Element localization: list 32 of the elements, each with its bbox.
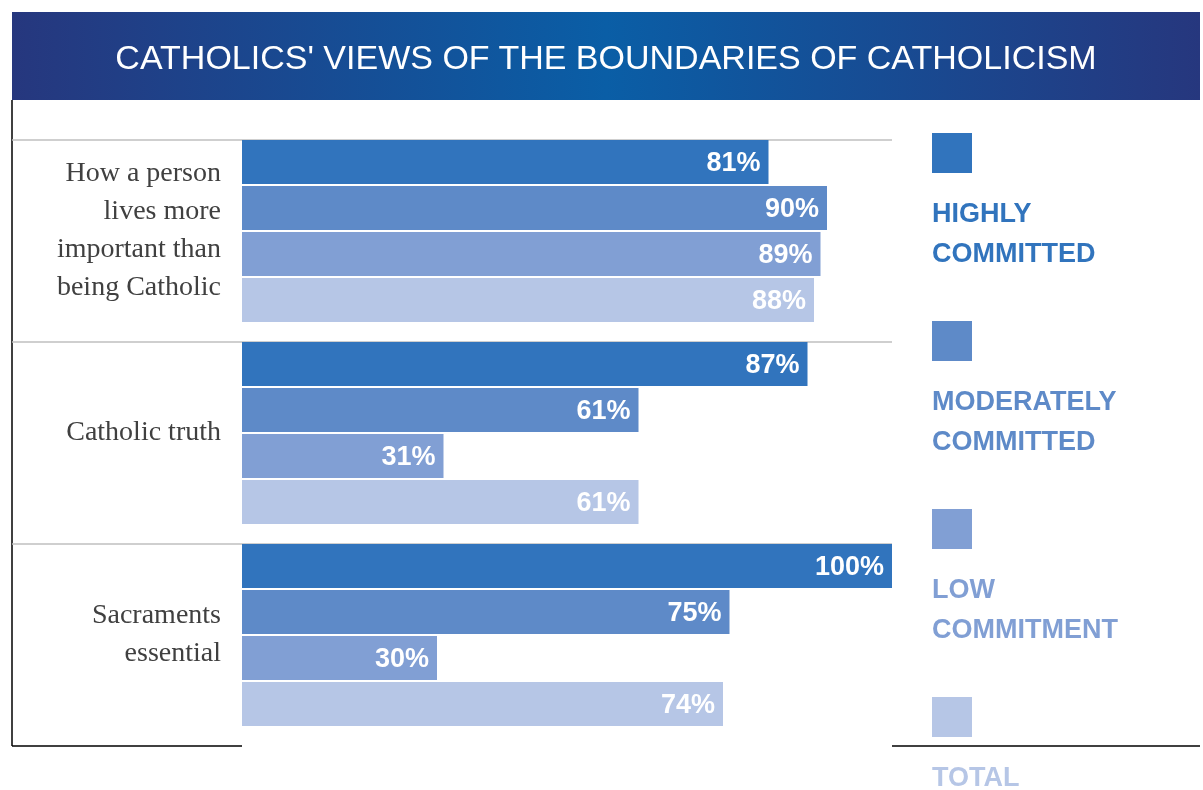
data-label: 87% — [745, 349, 800, 379]
data-label: 30% — [374, 643, 429, 673]
bar — [242, 434, 444, 478]
data-label: 61% — [576, 395, 631, 425]
chart-title: CATHOLICS' VIEWS OF THE BOUNDARIES OF CATHOLICISM — [115, 38, 1097, 76]
y-tick-label: Sacraments essential — [91, 598, 222, 668]
legend-label: HIGHLY COMMITTED — [932, 198, 1096, 268]
bar — [242, 480, 639, 524]
data-label: 31% — [381, 441, 436, 471]
bar — [242, 388, 639, 432]
data-label: 90% — [764, 193, 819, 223]
legend-label: LOW COMMITMENT — [932, 574, 1119, 644]
data-label: 61% — [576, 487, 631, 517]
bar — [242, 682, 723, 726]
y-tick-label: How a person lives more important than being Catholic — [56, 156, 221, 302]
data-label: 75% — [667, 597, 722, 627]
bar — [242, 342, 808, 386]
bar — [242, 186, 827, 230]
bar — [242, 544, 892, 588]
bar — [242, 140, 769, 184]
bar — [242, 232, 821, 276]
bar — [242, 590, 730, 634]
bar — [242, 278, 814, 322]
y-tick-label: Catholic truth — [66, 415, 221, 447]
data-label: 81% — [706, 147, 761, 177]
legend-label: MODERATELY COMMITTED — [932, 386, 1117, 456]
data-label: 88% — [751, 285, 806, 315]
legend-label: TOTAL — [932, 762, 1020, 790]
data-label: 89% — [758, 239, 813, 269]
data-label: 74% — [660, 689, 715, 719]
bar — [242, 636, 437, 680]
data-label: 100% — [814, 551, 884, 581]
